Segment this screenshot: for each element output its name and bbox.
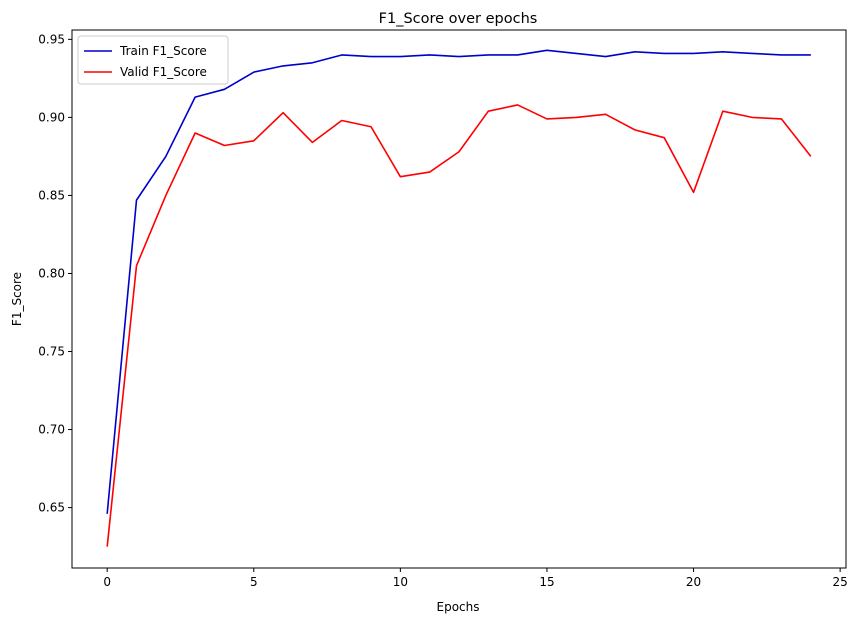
- x-tick-label: 0: [103, 575, 111, 589]
- y-tick-label: 0.85: [38, 188, 65, 202]
- series-layer: [106, 49, 812, 547]
- legend: Train F1_Score Valid F1_Score: [77, 35, 229, 85]
- y-tick-label: 0.80: [38, 266, 65, 280]
- x-tick-label: 20: [686, 575, 701, 589]
- series-line-0: [106, 49, 811, 514]
- y-tick-label: 0.75: [38, 345, 65, 359]
- x-tick-label: 10: [393, 575, 408, 589]
- legend-label-1: Valid F1_Score: [120, 65, 207, 79]
- x-tick-label: 25: [832, 575, 847, 589]
- legend-box: [77, 35, 229, 85]
- x-axis-ticks: 0 5 10 15 20 25: [103, 568, 848, 589]
- x-tick-label: 15: [539, 575, 554, 589]
- series-line-1: [106, 104, 812, 547]
- x-axis-label: Epochs: [437, 600, 480, 614]
- y-tick-label: 0.65: [38, 501, 65, 515]
- y-tick-label: 0.95: [38, 32, 65, 46]
- legend-label-0: Train F1_Score: [119, 44, 207, 58]
- y-tick-label: 0.90: [38, 110, 65, 124]
- y-axis-label: F1_Score: [10, 272, 24, 326]
- plot-frame: [71, 29, 847, 569]
- chart-title: F1_Score over epochs: [379, 11, 538, 27]
- y-axis-ticks: 0.65 0.70 0.75 0.80 0.85 0.90 0.95: [38, 32, 72, 515]
- x-tick-label: 5: [250, 575, 258, 589]
- y-tick-label: 0.70: [38, 423, 65, 437]
